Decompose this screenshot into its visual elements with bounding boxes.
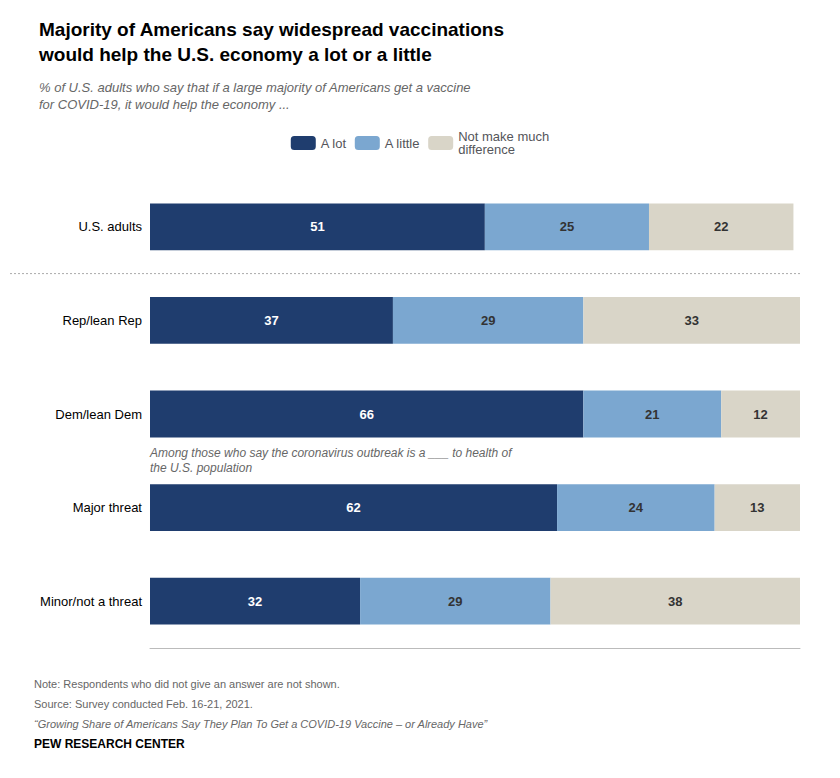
svg-text:37: 37 bbox=[264, 313, 278, 328]
svg-text:Dem/lean Dem: Dem/lean Dem bbox=[55, 407, 142, 422]
svg-text:A lot: A lot bbox=[321, 136, 347, 151]
svg-text:32: 32 bbox=[248, 594, 262, 609]
svg-text:Rep/lean Rep: Rep/lean Rep bbox=[63, 313, 143, 328]
svg-text:difference: difference bbox=[458, 142, 515, 157]
svg-text:Source: Survey conducted Feb.: Source: Survey conducted Feb. 16-21, 202… bbox=[34, 698, 253, 710]
svg-text:Among those who say the corona: Among those who say the coronavirus outb… bbox=[149, 446, 513, 460]
svg-text:66: 66 bbox=[359, 407, 373, 422]
svg-text:the U.S. population: the U.S. population bbox=[150, 461, 252, 475]
svg-text:38: 38 bbox=[668, 594, 682, 609]
svg-text:13: 13 bbox=[750, 500, 764, 515]
svg-text:PEW RESEARCH CENTER: PEW RESEARCH CENTER bbox=[34, 737, 185, 751]
svg-text:for COVID-19, it would help th: for COVID-19, it would help the economy … bbox=[39, 97, 290, 112]
svg-text:Note: Respondents who did not: Note: Respondents who did not give an an… bbox=[34, 678, 340, 690]
svg-text:24: 24 bbox=[629, 500, 644, 515]
svg-text:22: 22 bbox=[714, 219, 728, 234]
svg-text:U.S. adults: U.S. adults bbox=[78, 219, 142, 234]
svg-text:25: 25 bbox=[560, 219, 574, 234]
svg-text:would help the U.S. economy a: would help the U.S. economy a lot or a l… bbox=[38, 44, 432, 65]
svg-text:Minor/not a threat: Minor/not a threat bbox=[40, 594, 142, 609]
svg-text:Majority of Americans say wide: Majority of Americans say widespread vac… bbox=[39, 19, 504, 40]
svg-text:29: 29 bbox=[448, 594, 462, 609]
svg-text:51: 51 bbox=[310, 219, 324, 234]
svg-text:Not make much: Not make much bbox=[458, 129, 550, 144]
svg-text:A little: A little bbox=[385, 136, 420, 151]
svg-text:21: 21 bbox=[645, 407, 659, 422]
svg-text:62: 62 bbox=[346, 500, 360, 515]
svg-text:12: 12 bbox=[753, 407, 767, 422]
svg-text:Major threat: Major threat bbox=[73, 500, 143, 515]
svg-text:29: 29 bbox=[481, 313, 495, 328]
svg-text:“Growing Share of Americans Sa: “Growing Share of Americans Say They Pla… bbox=[34, 718, 489, 730]
svg-text:% of U.S. adults who say that: % of U.S. adults who say that if a large… bbox=[39, 80, 471, 95]
svg-text:33: 33 bbox=[684, 313, 698, 328]
